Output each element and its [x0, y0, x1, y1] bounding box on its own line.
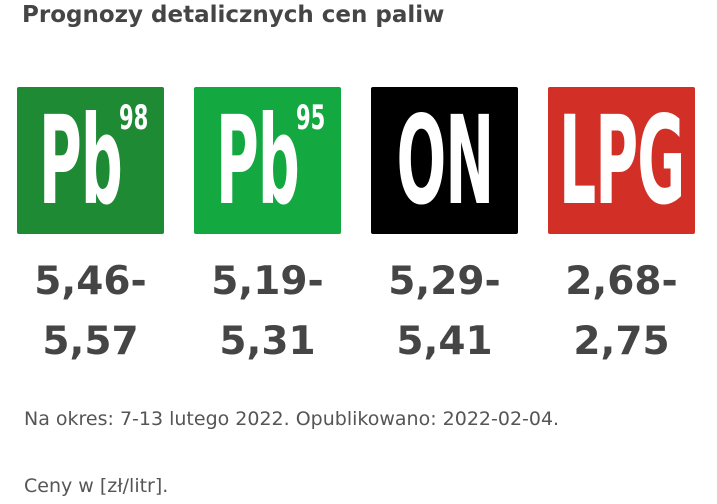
price-max: 5,41	[396, 319, 493, 364]
price-min: 5,19-	[211, 259, 324, 304]
fuel-logo-text: Pb	[216, 89, 300, 232]
unit-note: Ceny w [zł/litr].	[24, 475, 169, 497]
price-min: 5,29-	[388, 259, 501, 304]
price-min: 2,68-	[565, 259, 678, 304]
fuel-tile: Pb 95	[194, 87, 341, 234]
price-min: 5,46-	[34, 259, 147, 304]
fuel-logo-text: ON	[396, 89, 494, 232]
price-max: 5,57	[42, 319, 139, 364]
fuel-logo-text: LPG	[558, 89, 685, 232]
title: Prognozy detalicznych cen paliw	[22, 2, 445, 28]
fuel-logo: ON	[371, 87, 518, 234]
fuel-grade: 98	[118, 98, 148, 138]
fuel-grade: 95	[295, 98, 325, 138]
period-note: Na okres: 7-13 lutego 2022. Opublikowano…	[24, 408, 560, 430]
fuel-logo: Pb	[194, 87, 341, 234]
fuel-tile: LPG	[548, 87, 695, 234]
price-max: 5,31	[219, 319, 316, 364]
fuel-tile: ON	[371, 87, 518, 234]
fuel-logo-text: Pb	[39, 89, 123, 232]
price-max: 2,75	[573, 319, 670, 364]
fuel-tile: Pb 98	[17, 87, 164, 234]
fuel-logo: Pb	[17, 87, 164, 234]
fuel-logo: LPG	[548, 87, 695, 234]
